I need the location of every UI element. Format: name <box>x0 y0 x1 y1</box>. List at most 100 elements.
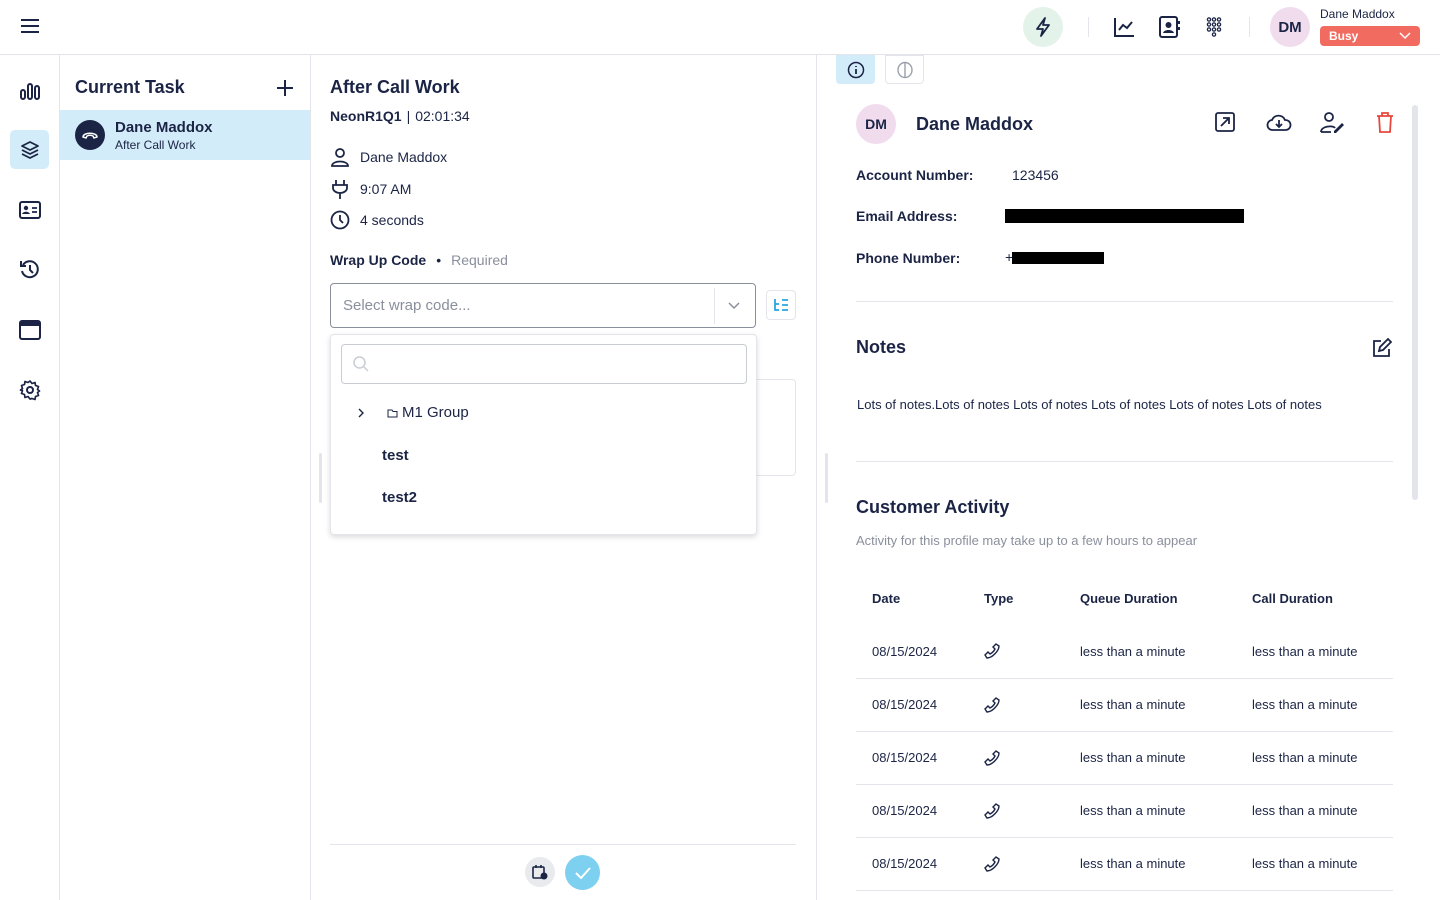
external-link-icon <box>1215 112 1235 132</box>
top-bar: DM Dane Maddox Busy <box>0 0 1440 55</box>
user-name: Dane Maddox <box>1320 7 1395 21</box>
settings-icon[interactable] <box>10 370 49 409</box>
person-icon <box>331 148 349 167</box>
check-icon <box>574 866 591 879</box>
avatar[interactable]: DM <box>1270 7 1310 47</box>
edit-contact-button[interactable] <box>1320 111 1346 133</box>
phone-prefix: + <box>1005 249 1014 265</box>
wrap-code-select[interactable]: Select wrap code... <box>330 283 756 328</box>
brain-icon <box>896 61 913 78</box>
clock-icon <box>330 210 350 230</box>
delete-button[interactable] <box>1376 112 1394 133</box>
type-cell <box>968 677 1064 731</box>
chevron-down-icon <box>1399 32 1411 40</box>
contact-name: Dane Maddox <box>360 149 448 165</box>
task-name: Dane Maddox <box>115 119 213 136</box>
timer: 02:01:34 <box>415 108 470 124</box>
phone-redacted <box>1012 252 1104 264</box>
search-icon <box>353 356 369 372</box>
type-cell <box>968 730 1064 784</box>
date-cell: 08/15/2024 <box>856 836 968 890</box>
dialpad-icon[interactable] <box>1206 17 1222 37</box>
window-icon[interactable] <box>10 310 49 349</box>
type-cell <box>968 836 1064 890</box>
history-icon[interactable] <box>10 250 49 289</box>
dropdown-search-input[interactable] <box>341 344 747 384</box>
layers-icon[interactable] <box>10 130 49 169</box>
table-row[interactable]: 08/15/2024 less than a minute less than a … <box>856 625 1393 678</box>
option-label: M1 Group <box>402 404 469 421</box>
queue-duration-cell: less than a minute <box>1064 836 1236 890</box>
select-placeholder: Select wrap code... <box>343 297 471 314</box>
type-cell <box>968 625 1064 678</box>
activity-table: Date Type Queue Duration Call Duration 08/1… <box>856 571 1393 891</box>
option-group[interactable]: M1 Group <box>357 404 469 421</box>
list-tree-icon <box>774 299 788 311</box>
type-cell <box>968 783 1064 837</box>
phone-icon <box>984 643 1000 659</box>
status-dropdown[interactable]: Busy <box>1320 26 1420 46</box>
resize-handle[interactable] <box>319 453 322 503</box>
phone-icon <box>984 696 1000 713</box>
hangup-icon <box>75 120 105 150</box>
chevron-right-icon[interactable] <box>357 408 365 418</box>
table-row[interactable]: 08/15/2024 less than a minute less than a … <box>856 677 1393 731</box>
duration: 4 seconds <box>360 212 424 228</box>
plus-icon <box>277 80 293 96</box>
table-row[interactable]: 08/15/2024 less than a minute less than a … <box>856 836 1393 890</box>
call-duration-cell: less than a minute <box>1236 783 1393 837</box>
task-item[interactable]: Dane Maddox After Call Work <box>60 110 310 160</box>
menu-icon[interactable] <box>20 17 40 35</box>
download-button[interactable] <box>1266 112 1292 132</box>
call-duration-cell: less than a minute <box>1236 730 1393 784</box>
id-card-icon[interactable] <box>10 190 49 229</box>
account-value: 123456 <box>1012 167 1059 183</box>
date-cell: 08/15/2024 <box>856 677 968 731</box>
phone-icon <box>984 855 1000 872</box>
table-row[interactable]: 08/15/2024 less than a minute less than a … <box>856 730 1393 784</box>
folder-icon <box>387 409 398 417</box>
schedule-callback-button[interactable] <box>525 857 555 887</box>
tree-view-button[interactable] <box>766 290 796 320</box>
tab-insights[interactable] <box>885 55 924 84</box>
chevron-down-icon <box>728 301 740 309</box>
date-cell: 08/15/2024 <box>856 730 968 784</box>
option-item[interactable]: test <box>382 447 409 464</box>
info-icon <box>847 61 864 78</box>
contact-book-icon[interactable] <box>1159 16 1181 38</box>
chart-line-icon[interactable] <box>1114 17 1135 37</box>
complete-button[interactable] <box>565 855 600 890</box>
email-redacted <box>1005 209 1244 223</box>
work-title: After Call Work <box>330 77 460 97</box>
edit-icon <box>1373 338 1392 357</box>
edit-notes-button[interactable] <box>1372 338 1392 358</box>
wrap-label: Wrap Up Code <box>330 252 427 268</box>
email-label: Email Address: <box>856 208 958 224</box>
calendar-clock-icon <box>532 865 548 880</box>
trash-icon <box>1377 112 1393 133</box>
queue-duration-cell: less than a minute <box>1064 730 1236 784</box>
plug-icon <box>332 180 348 199</box>
panel-title: Current Task <box>75 77 185 97</box>
date-cell: 08/15/2024 <box>856 783 968 837</box>
queue-duration-cell: less than a minute <box>1080 643 1186 659</box>
phone-label: Phone Number: <box>856 250 961 266</box>
column-header: Type <box>984 590 1014 606</box>
nav-rail <box>0 55 60 900</box>
open-external-button[interactable] <box>1215 112 1235 132</box>
option-item[interactable]: test2 <box>382 489 418 506</box>
account-label: Account Number: <box>856 167 974 183</box>
resize-handle[interactable] <box>825 453 828 503</box>
queue-name: NeonR1Q1 <box>330 108 402 124</box>
activity-subtitle: Activity for this profile may take up to… <box>856 533 1198 548</box>
profile-panel: DM Dane Maddox Account Number: 123456 Em… <box>817 55 1440 900</box>
scrollbar[interactable] <box>1412 105 1418 500</box>
column-header: Date <box>872 590 901 606</box>
lightning-icon[interactable] <box>1023 7 1063 47</box>
activity-title: Customer Activity <box>856 497 1010 517</box>
separator: | <box>406 108 411 124</box>
stats-icon[interactable] <box>10 71 49 110</box>
add-task-button[interactable] <box>276 79 294 97</box>
table-row[interactable]: 08/15/2024 less than a minute less than a … <box>856 783 1393 837</box>
tab-info[interactable] <box>836 55 875 84</box>
